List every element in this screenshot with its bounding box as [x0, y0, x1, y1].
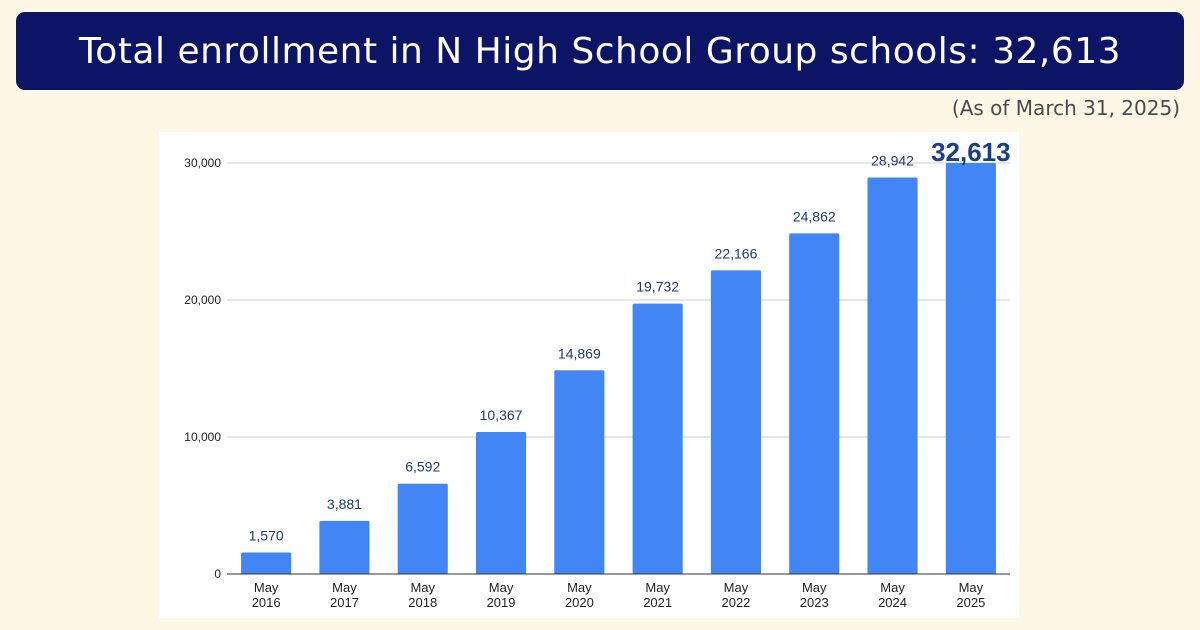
data-label: 19,732	[636, 279, 679, 295]
bar	[475, 431, 527, 574]
bar	[632, 303, 683, 574]
bar	[319, 520, 370, 574]
chart-panel: 0 10,000 20,000 30,000 1,570 May 2016 3,881 May 2…	[159, 132, 1019, 618]
data-label: 10,367	[480, 407, 523, 423]
bar	[710, 270, 762, 574]
x-tick-label: May 2022	[721, 580, 750, 610]
x-tick-label: May 2024	[878, 580, 907, 610]
x-tick-label: May 2016	[252, 580, 281, 610]
x-tick-label: May 2023	[800, 580, 829, 610]
title-banner: Total enrollment in N High School Group …	[16, 12, 1184, 90]
bar	[789, 233, 840, 574]
y-tick-label: 20,000	[184, 293, 221, 307]
bar	[554, 370, 605, 574]
data-label: 1,570	[249, 527, 284, 543]
page-title: Total enrollment in N High School Group …	[78, 30, 1122, 72]
data-label: 6,592	[405, 459, 440, 475]
data-label: 3,881	[327, 496, 362, 512]
data-label: 22,166	[715, 245, 758, 261]
x-tick-label: May 2017	[330, 580, 359, 610]
y-tick-label: 30,000	[184, 156, 221, 170]
x-tick-label: May 2018	[408, 580, 437, 610]
x-tick-label: May 2019	[487, 580, 516, 610]
bar	[867, 177, 918, 574]
data-label-highlight: 32,613	[931, 137, 1011, 167]
x-tick-label: May 2020	[565, 580, 594, 610]
x-tick-label: May 2025	[956, 580, 985, 610]
data-label: 24,862	[793, 208, 836, 224]
data-label: 28,942	[871, 152, 914, 168]
bar	[945, 163, 996, 574]
bar	[397, 483, 448, 574]
as-of-date: (As of March 31, 2025)	[951, 96, 1180, 120]
y-tick-label: 10,000	[184, 430, 221, 444]
data-label: 14,869	[558, 345, 601, 361]
bar	[241, 552, 292, 574]
x-tick-label: May 2021	[643, 580, 672, 610]
enrollment-bar-chart: 0 10,000 20,000 30,000 1,570 May 2016 3,881 May 2…	[184, 137, 1011, 610]
y-tick-label: 0	[214, 567, 221, 581]
